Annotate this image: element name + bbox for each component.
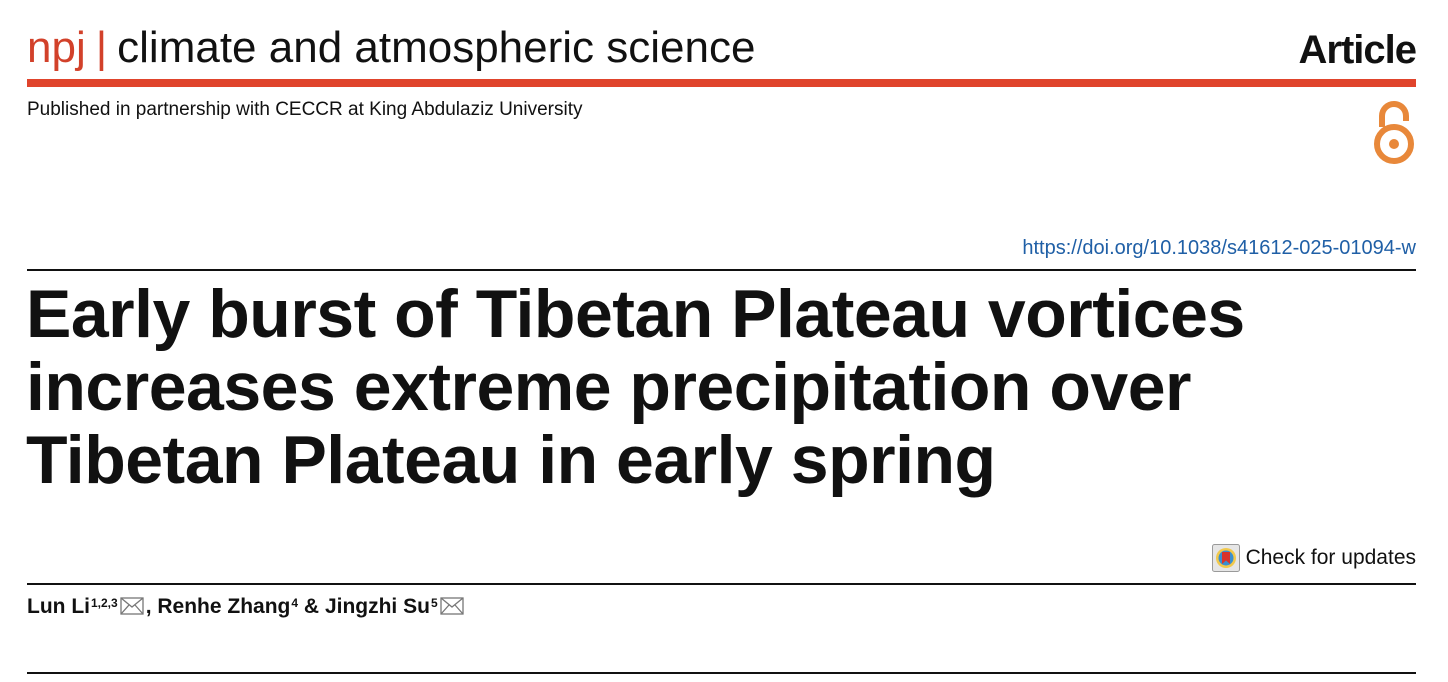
author-name[interactable]: Renhe Zhang <box>157 595 291 618</box>
email-icon[interactable] <box>120 597 144 615</box>
divider-authors-top <box>27 583 1416 585</box>
header-red-rule <box>27 79 1416 87</box>
divider-top <box>27 269 1416 271</box>
check-for-updates-button[interactable]: Check for updates <box>1211 544 1416 572</box>
author-affiliation: 5 <box>430 596 438 610</box>
journal-header: npj | climate and atmospheric science <box>27 22 755 74</box>
author-name[interactable]: Lun Li <box>27 595 90 618</box>
open-access-lock-icon <box>1374 101 1414 164</box>
author-affiliation: 1,2,3 <box>90 596 118 610</box>
journal-separator: | <box>95 23 108 72</box>
article-type-label: Article <box>1298 28 1417 72</box>
email-icon[interactable] <box>439 597 464 615</box>
author-separator: , <box>145 595 152 618</box>
crossmark-icon <box>1211 544 1240 572</box>
author-list: Lun Li1,2,3, Renhe Zhang4 & Jingzhi Su5 <box>27 593 466 621</box>
partner-line: Published in partnership with CECCR at K… <box>27 99 583 120</box>
author-name[interactable]: Jingzhi Su <box>324 595 430 618</box>
journal-name: climate and atmospheric science <box>117 23 756 72</box>
doi-link[interactable]: https://doi.org/10.1038/s41612-025-01094… <box>1022 237 1416 259</box>
check-for-updates-label: Check for updates <box>1245 546 1416 569</box>
divider-bottom <box>27 672 1416 674</box>
author-affiliation: 4 <box>291 596 299 610</box>
author-separator: & <box>303 595 320 618</box>
journal-brand: npj <box>27 23 86 72</box>
article-title: Early burst of Tibetan Plateau vortices … <box>26 276 1245 498</box>
